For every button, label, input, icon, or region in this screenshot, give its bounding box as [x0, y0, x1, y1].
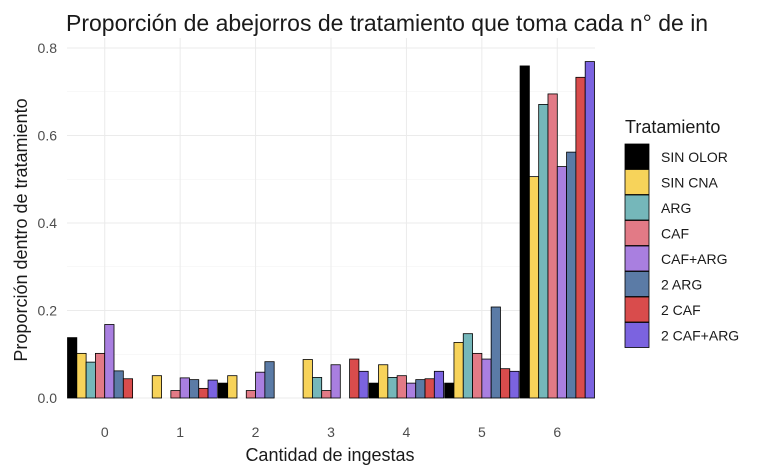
chart-title: Proporción de abejorros de tratamiento q… [66, 10, 708, 36]
bar [321, 390, 332, 399]
x-tick-label: 3 [327, 424, 335, 440]
bar [264, 361, 275, 399]
bar [67, 337, 78, 399]
y-axis-title: Proporción dentro de tratamiento [11, 98, 31, 361]
bar [198, 387, 209, 399]
y-tick-label: 0.2 [38, 303, 58, 319]
y-tick-label: 0.8 [38, 40, 58, 56]
legend-title: Tratamiento [625, 117, 720, 137]
legend-key [624, 143, 650, 170]
bar [519, 65, 530, 399]
y-tick-labels: 0.0 0.2 0.4 0.6 0.8 [38, 40, 58, 406]
y-tick-label: 0.4 [38, 215, 58, 231]
x-axis-title: Cantidad de ingestas [245, 445, 414, 465]
bar [113, 370, 124, 399]
bar [255, 371, 266, 399]
bar [433, 370, 445, 399]
x-tick-label: 1 [176, 424, 184, 440]
bar [472, 352, 483, 399]
bar [358, 370, 369, 399]
bar [179, 377, 190, 399]
bar [302, 359, 313, 399]
gridlines [67, 38, 595, 399]
x-tick-label: 0 [101, 424, 109, 440]
y-tick-label: 0.0 [38, 390, 58, 406]
bar [122, 378, 134, 399]
bar [547, 93, 558, 399]
bar [311, 377, 323, 399]
legend-key [624, 220, 650, 246]
legend-key [624, 245, 650, 272]
bar [575, 76, 586, 399]
bar [490, 306, 501, 399]
bar [368, 382, 379, 399]
bar [415, 379, 426, 399]
bar [584, 61, 595, 399]
legend-key [624, 271, 650, 297]
bar [95, 352, 106, 399]
legend-label: 2 ARG [661, 277, 702, 293]
bar [424, 378, 435, 399]
bar [189, 379, 200, 399]
legend-label: CAF+ARG [661, 251, 728, 267]
bar [453, 342, 464, 399]
bar [151, 375, 162, 399]
bar [387, 377, 398, 399]
legend-label: 2 CAF [661, 302, 701, 318]
legend-key [624, 322, 650, 348]
plot-area: 0.0 0.2 0.4 0.6 0.8 0 1 2 3 4 5 6 [38, 38, 595, 440]
bar [217, 382, 229, 399]
bar [245, 390, 256, 399]
bar [481, 358, 492, 399]
bar [349, 358, 360, 399]
legend-label: SIN CNA [661, 175, 718, 191]
bar [556, 166, 567, 399]
bar [396, 375, 407, 399]
x-tick-label: 2 [252, 424, 260, 440]
legend-key [624, 296, 650, 323]
bar [76, 352, 87, 399]
bar [462, 333, 473, 399]
legend-label: CAF [661, 226, 689, 242]
bar [566, 151, 577, 399]
legend-label: 2 CAF+ARG [661, 328, 739, 344]
legend-key [624, 169, 650, 195]
bar [538, 104, 549, 399]
bar [330, 364, 341, 399]
bar [509, 370, 520, 399]
y-tick-label: 0.6 [38, 128, 58, 144]
x-tick-label: 6 [553, 424, 561, 440]
legend-key [624, 194, 650, 221]
bar [85, 361, 96, 399]
bar [406, 382, 417, 399]
bar [528, 176, 540, 399]
x-tick-label: 5 [478, 424, 486, 440]
bar [104, 324, 115, 399]
bar [227, 375, 238, 399]
bars [67, 61, 595, 399]
bar [444, 382, 455, 399]
bar [207, 379, 218, 399]
x-tick-label: 4 [403, 424, 411, 440]
bar [170, 390, 181, 399]
legend: Tratamiento SIN OLOR SIN CNA ARG CAF CAF+ARG… [624, 117, 739, 348]
legend-label: ARG [661, 200, 691, 216]
bar [500, 368, 511, 399]
bar [378, 364, 389, 399]
legend-label: SIN OLOR [661, 149, 728, 165]
x-tick-labels: 0 1 2 3 4 5 6 [101, 424, 562, 440]
